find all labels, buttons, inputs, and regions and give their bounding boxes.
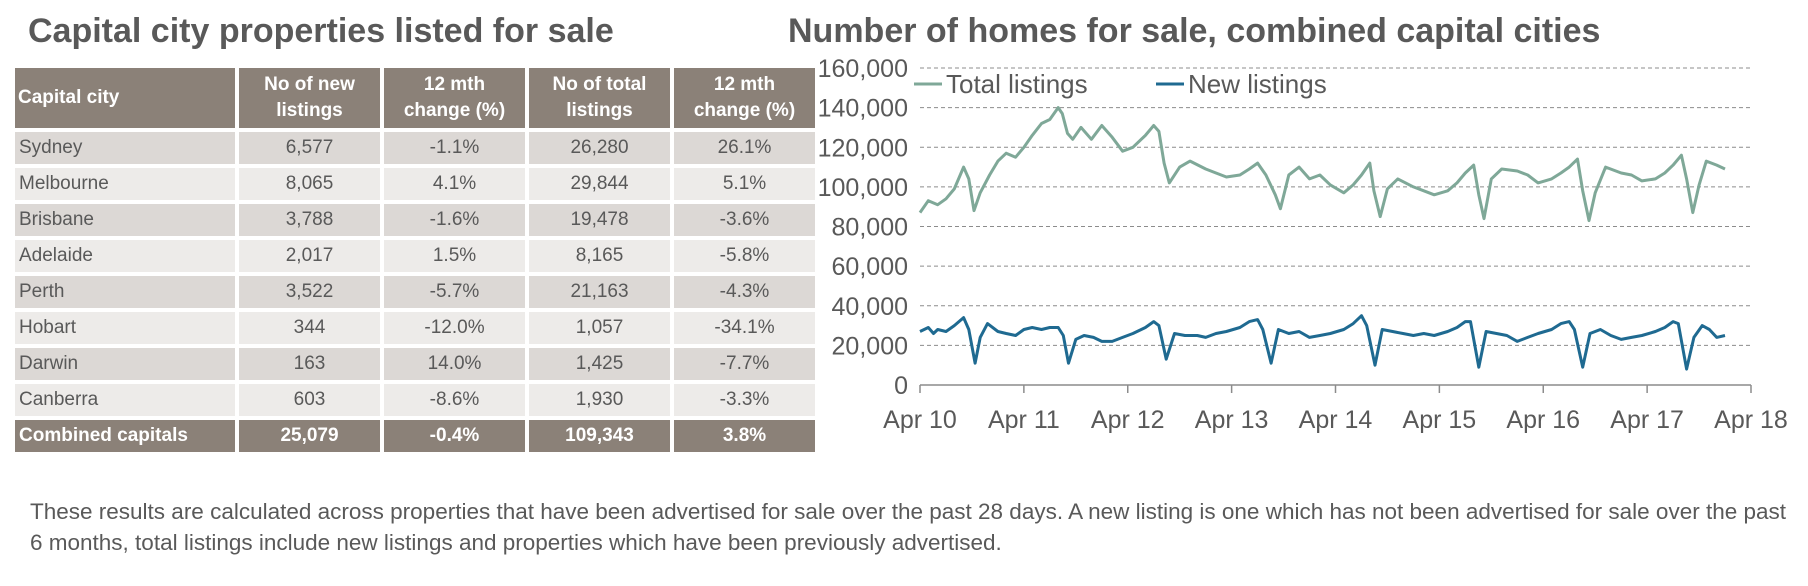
- table-row: Hobart 344 -12.0% 1,057 -34.1%: [15, 312, 815, 344]
- chart-lines: [918, 106, 1726, 371]
- cell-total-change: -5.8%: [674, 240, 815, 272]
- legend-label: Total listings: [946, 69, 1088, 99]
- y-tick-label: 160,000: [818, 55, 908, 83]
- chart-grid: [920, 67, 1751, 346]
- header-capital-city: Capital city: [15, 68, 235, 128]
- cell-total-change: 5.1%: [674, 168, 815, 200]
- series-line-new-listings: [919, 314, 1726, 371]
- cell-new-listings: 163: [239, 348, 380, 380]
- cell-total-change: -7.7%: [674, 348, 815, 380]
- cell-new-change: 14.0%: [384, 348, 525, 380]
- cell-total-listings: 1,057: [529, 312, 670, 344]
- cell-city: Brisbane: [15, 204, 235, 236]
- cell-city: Hobart: [15, 312, 235, 344]
- cell-new-change: -5.7%: [384, 276, 525, 308]
- x-tick-label: Apr 14: [1299, 406, 1373, 434]
- table-row: Sydney 6,577 -1.1% 26,280 26.1%: [15, 132, 815, 164]
- cell-new-listings: 3,522: [239, 276, 380, 308]
- cell-new-listings: 25,079: [239, 420, 380, 452]
- cell-total-listings: 109,343: [529, 420, 670, 452]
- cell-total-change: -3.3%: [674, 384, 815, 416]
- x-tick-label: Apr 11: [988, 406, 1060, 434]
- cell-total-change: 26.1%: [674, 132, 815, 164]
- cell-city: Sydney: [15, 132, 235, 164]
- cell-total-change: 3.8%: [674, 420, 815, 452]
- listings-line-chart: 0 20,000 40,000 60,000 80,000 100,000 120,000 1…: [818, 55, 1788, 434]
- cell-total-listings: 26,280: [529, 132, 670, 164]
- cell-new-listings: 6,577: [239, 132, 380, 164]
- table-row: Darwin 163 14.0% 1,425 -7.7%: [15, 348, 815, 380]
- listings-table: Capital city No of new listings 12 mth c…: [11, 64, 819, 456]
- x-tick-label: Apr 12: [1091, 406, 1165, 434]
- y-tick-label: 40,000: [832, 293, 908, 321]
- cell-total-change: -3.6%: [674, 204, 815, 236]
- cell-new-change: -12.0%: [384, 312, 525, 344]
- x-tick-label: Apr 15: [1403, 406, 1477, 434]
- cell-city: Canberra: [15, 384, 235, 416]
- y-tick-label: 120,000: [818, 134, 908, 162]
- cell-new-listings: 603: [239, 384, 380, 416]
- cell-total-listings: 21,163: [529, 276, 670, 308]
- cell-total-listings: 8,165: [529, 240, 670, 272]
- cell-new-listings: 8,065: [239, 168, 380, 200]
- header-total-change: 12 mth change (%): [674, 68, 815, 128]
- cell-city: Melbourne: [15, 168, 235, 200]
- cell-new-listings: 2,017: [239, 240, 380, 272]
- header-new-listings: No of new listings: [239, 68, 380, 128]
- cell-total-change: -34.1%: [674, 312, 815, 344]
- cell-new-change: 1.5%: [384, 240, 525, 272]
- table-row: Canberra 603 -8.6% 1,930 -3.3%: [15, 384, 815, 416]
- y-tick-label: 20,000: [832, 332, 908, 360]
- y-tick-label: 100,000: [818, 174, 908, 202]
- cell-new-change: -8.6%: [384, 384, 525, 416]
- table-row: Adelaide 2,017 1.5% 8,165 -5.8%: [15, 240, 815, 272]
- cell-new-change: -0.4%: [384, 420, 525, 452]
- cell-total-listings: 1,930: [529, 384, 670, 416]
- header-new-change: 12 mth change (%): [384, 68, 525, 128]
- cell-total-change: -4.3%: [674, 276, 815, 308]
- table-total-row: Combined capitals 25,079 -0.4% 109,343 3…: [15, 420, 815, 452]
- chart-title: Number of homes for sale, combined capit…: [788, 12, 1601, 50]
- cell-total-listings: 29,844: [529, 168, 670, 200]
- cell-new-listings: 344: [239, 312, 380, 344]
- cell-city: Adelaide: [15, 240, 235, 272]
- footnote: These results are calculated across prop…: [30, 499, 1787, 555]
- x-tick-label: Apr 17: [1610, 406, 1684, 434]
- header-total-listings: No of total listings: [529, 68, 670, 128]
- cell-city: Combined capitals: [15, 420, 235, 452]
- table-header-row: Capital city No of new listings 12 mth c…: [15, 68, 815, 128]
- cell-total-listings: 1,425: [529, 348, 670, 380]
- y-tick-label: 60,000: [832, 253, 908, 281]
- x-tick-label: Apr 16: [1506, 406, 1580, 434]
- y-axis-ticks: 0 20,000 40,000 60,000 80,000 100,000 120,000 1…: [818, 55, 908, 400]
- cell-new-listings: 3,788: [239, 204, 380, 236]
- y-tick-label: 0: [894, 372, 908, 400]
- x-tick-label: Apr 13: [1195, 406, 1269, 434]
- table-row: Brisbane 3,788 -1.6% 19,478 -3.6%: [15, 204, 815, 236]
- x-tick-label: Apr 18: [1714, 406, 1788, 434]
- table-row: Melbourne 8,065 4.1% 29,844 5.1%: [15, 168, 815, 200]
- x-axis: Apr 10 Apr 11 Apr 12 Apr 13 Apr 14 Apr 15 Apr …: [883, 384, 1788, 434]
- cell-city: Darwin: [15, 348, 235, 380]
- legend-label: New listings: [1188, 69, 1327, 99]
- y-tick-label: 140,000: [818, 95, 908, 123]
- cell-total-listings: 19,478: [529, 204, 670, 236]
- y-tick-label: 80,000: [832, 214, 908, 242]
- series-line-total-listings: [918, 106, 1726, 223]
- cell-new-change: -1.6%: [384, 204, 525, 236]
- table-row: Perth 3,522 -5.7% 21,163 -4.3%: [15, 276, 815, 308]
- x-tick-label: Apr 10: [883, 406, 957, 434]
- cell-city: Perth: [15, 276, 235, 308]
- cell-new-change: 4.1%: [384, 168, 525, 200]
- chart-legend: Total listings New listings: [914, 69, 1327, 99]
- table-title: Capital city properties listed for sale: [28, 12, 614, 50]
- cell-new-change: -1.1%: [384, 132, 525, 164]
